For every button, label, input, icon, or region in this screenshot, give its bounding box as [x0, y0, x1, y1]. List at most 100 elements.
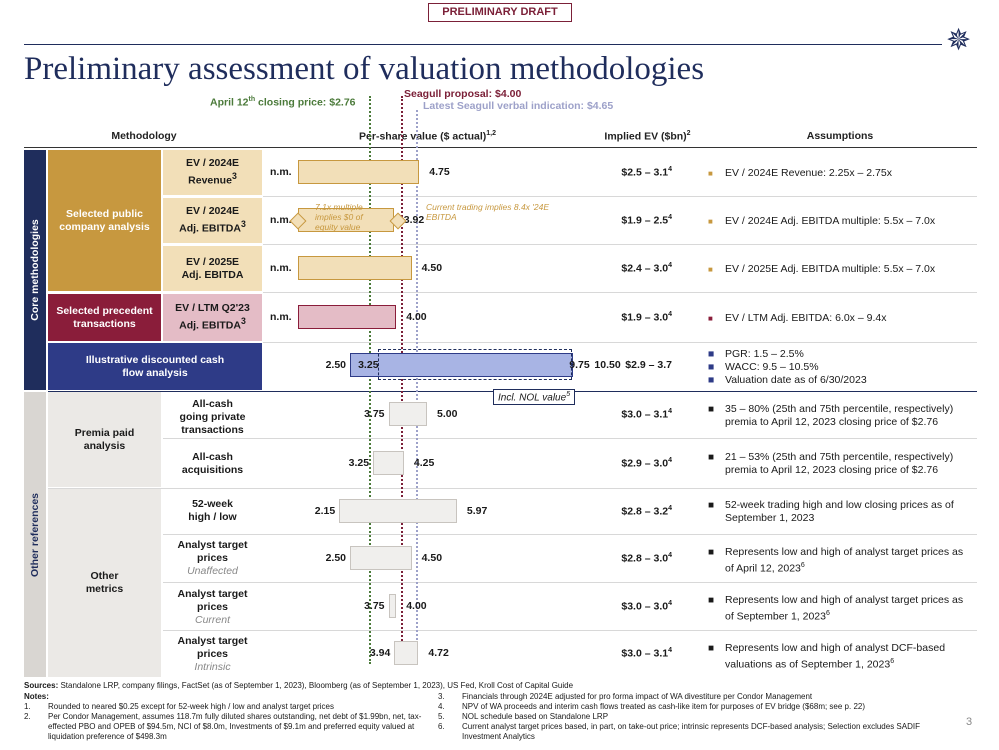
proposal-line: [401, 96, 403, 664]
category-premia: Premia paid analysis: [48, 392, 161, 487]
valuation-bar: [388, 594, 397, 618]
method-ev-2024e-revenue: EV / 2024E Revenue3: [163, 150, 262, 195]
implied-ev-value: $2.9 – 3.7: [625, 359, 672, 371]
bar-high-label: 4.25: [413, 457, 435, 469]
row-divider: [263, 196, 977, 197]
bar-high-label: 4.00: [406, 600, 427, 612]
bar-low-label: n.m.: [270, 166, 292, 178]
dcf-nol-range-box: [378, 349, 572, 380]
row-divider: [263, 292, 977, 293]
proposal-label: Seagull proposal: $4.00: [404, 88, 522, 100]
method-analyst-current: Analyst target prices Current: [177, 588, 248, 626]
trading-note: Current trading implies 8.4x '24E EBITDA: [426, 202, 550, 222]
method-analyst-intrinsic: Analyst target prices Intrinsic: [177, 635, 248, 673]
valuation-bar: [388, 402, 427, 426]
section-other: Other references: [24, 392, 46, 677]
bar-high-label: 4.75: [429, 166, 450, 178]
draft-badge: PRELIMINARY DRAFT: [428, 3, 572, 22]
assumption-text: ■ Represents low and high of analyst DCF-…: [708, 642, 946, 671]
row-divider: [163, 582, 977, 583]
dcf-inner-high-label: 9.75: [569, 359, 590, 371]
row-divider: [163, 438, 977, 439]
verbal-indication-label: Latest Seagull verbal indication: $4.65: [423, 100, 614, 112]
header-assumptions: Assumptions: [806, 130, 874, 142]
method-ev-2024e-ebitda: EV / 2024E Adj. EBITDA3: [163, 198, 262, 243]
method-ev-2025e-ebitda: EV / 2025E Adj. EBITDA: [163, 246, 262, 291]
title-rule: [24, 44, 942, 45]
valuation-bar: [298, 160, 420, 184]
valuation-bar: [298, 305, 397, 329]
bar-low-label: 2.50: [325, 552, 346, 564]
bar-low-label: 3.75: [364, 600, 385, 612]
valuation-bar: [350, 546, 412, 570]
category-public-comps: Selected public company analysis: [48, 150, 161, 291]
row-divider: [163, 534, 977, 535]
header-implied-ev: Implied EV ($bn)2: [604, 130, 691, 143]
bar-high-label: 4.72: [428, 647, 449, 659]
implied-ev-value: $2.8 – 3.24: [621, 505, 672, 518]
notes-label: Notes:: [24, 692, 49, 701]
verbal-indication-line: [416, 110, 418, 664]
method-all-cash-acq: All-cash acquisitions: [181, 451, 244, 476]
implied-ev-value: $1.9 – 2.54: [621, 214, 672, 227]
implied-ev-value: $2.4 – 3.04: [621, 262, 672, 275]
snowflake-logo-icon: ✵: [946, 24, 972, 57]
header-per-share: Per-share value ($ actual)1,2: [359, 130, 496, 143]
method-analyst-unaffected: Analyst target prices Unaffected: [177, 539, 248, 577]
bar-high-label: 3.92: [403, 214, 425, 226]
implied-ev-value: $1.9 – 3.04: [621, 311, 672, 324]
valuation-bar: [394, 641, 419, 665]
implied-ev-value: $3.0 – 3.04: [621, 600, 672, 613]
valuation-bar: [298, 256, 412, 280]
assumption-text: ■ EV / 2024E Revenue: 2.25x – 2.75x: [708, 167, 892, 179]
assumption-text: ■ Represents low and high of analyst targ…: [708, 546, 964, 575]
dcf-nol-label: Incl. NOL value5: [493, 389, 576, 406]
page-number: 3: [966, 716, 973, 728]
bar-low-label: 3.94: [369, 647, 391, 659]
dcf-inner-low-label: 3.25: [358, 359, 379, 371]
bar-low-label: 3.25: [348, 457, 370, 469]
bar-low-label: n.m.: [270, 214, 292, 226]
method-going-private: All-cash going private transactions: [179, 398, 246, 436]
row-divider: [263, 244, 977, 245]
assumption-text: ■ EV / LTM Adj. EBITDA: 6.0x – 9.4x: [708, 312, 887, 324]
implied-ev-value: $3.0 – 3.14: [621, 408, 672, 421]
assumption-text: ■ 52-week trading high and low closing pr…: [708, 499, 954, 524]
bar-low-label: n.m.: [270, 311, 292, 323]
category-dcf: Illustrative discounted cash flow analys…: [48, 343, 262, 390]
implied-ev-value: $2.8 – 3.04: [621, 552, 672, 565]
category-other-metrics: Other metrics: [48, 489, 161, 677]
multiple-note: 7.1x multiple implies $0 of equity value: [315, 202, 363, 232]
bar-high-label: 5.00: [437, 408, 458, 420]
closing-price-label: April 12th closing price: $2.76: [210, 96, 356, 109]
bar-high-label: 5.97: [466, 505, 488, 517]
method-ltm-ebitda: EV / LTM Q2'23 Adj. EBITDA3: [163, 294, 262, 341]
dcf-bar: [350, 353, 574, 377]
category-precedents: Selected precedent transactions: [48, 294, 161, 341]
page-title: Preliminary assessment of valuation meth…: [24, 51, 705, 87]
bar-high-label: 4.50: [421, 552, 443, 564]
row-divider: [263, 342, 977, 343]
header-rule: [24, 147, 977, 148]
row-divider: [48, 488, 977, 489]
bar-high-label: 4.50: [421, 262, 443, 274]
row-divider: [163, 630, 977, 631]
closing-price-line: [369, 96, 371, 664]
implied-ev-value: $2.9 – 3.04: [621, 457, 672, 470]
method-52-week: 52-week high / low: [188, 498, 237, 523]
bar-low-label: 2.15: [314, 505, 336, 517]
bar-low-label: n.m.: [270, 262, 292, 274]
section-core: Core methodologies: [24, 150, 46, 390]
header-methodology: Methodology: [111, 130, 177, 142]
valuation-bar: [373, 451, 404, 475]
implied-ev-value: $3.0 – 3.14: [621, 647, 672, 660]
bar-high-label: 10.50: [594, 359, 621, 371]
assumption-text: ■ EV / 2024E Adj. EBITDA multiple: 5.5x –…: [708, 215, 936, 227]
assumption-text: ■ 35 – 80% (25th and 75th percentile, res…: [708, 403, 954, 428]
bar-low-label: 3.75: [364, 408, 385, 420]
assumption-text: ■ 21 – 53% (25th and 75th percentile, res…: [708, 451, 954, 476]
sources-line: Sources: Standalone LRP, company filings…: [24, 681, 574, 690]
footnotes-right: 3. Financials through 2024E adjusted for …: [438, 692, 920, 741]
footnotes-left: 1. Rounded to neared $0.25 except for 52-…: [24, 702, 422, 741]
valuation-bar: [339, 499, 457, 523]
